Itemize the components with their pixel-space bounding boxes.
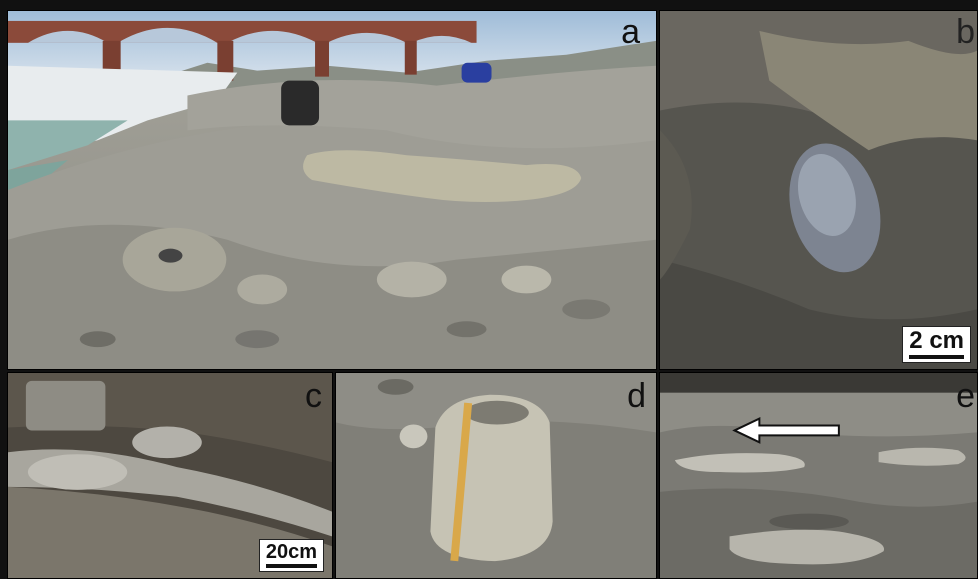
panel-a-photo	[8, 11, 656, 369]
direction-arrow	[732, 416, 840, 444]
panel-b-label: b	[956, 13, 975, 51]
panel-e-label: e	[956, 377, 975, 415]
panel-d-photo	[336, 373, 656, 578]
folding-ruler	[450, 402, 473, 562]
panel-d: d	[335, 372, 657, 579]
panel-b: b 2 cm	[659, 10, 978, 370]
scale-bar-b-line	[909, 355, 964, 359]
concretion-lower	[729, 529, 885, 565]
backpack	[281, 80, 320, 126]
panel-e: e	[659, 372, 978, 579]
elongate-concretion	[303, 150, 582, 203]
concretion-upper	[674, 453, 805, 473]
scale-bar-c: 20cm	[258, 539, 324, 572]
panel-a-label: a	[621, 13, 640, 51]
panel-c: c 20cm	[7, 372, 333, 579]
scale-bar-c-line	[265, 564, 317, 568]
panel-b-photo	[660, 11, 977, 369]
panel-e-photo	[660, 373, 977, 578]
panel-d-label: d	[627, 377, 646, 415]
scale-bar-b-label: 2 cm	[909, 327, 964, 354]
panel-c-label: c	[305, 377, 322, 415]
scale-bar-b: 2 cm	[902, 326, 971, 363]
scale-bar-c-label: 20cm	[265, 541, 317, 563]
panel-a: a	[7, 10, 657, 370]
